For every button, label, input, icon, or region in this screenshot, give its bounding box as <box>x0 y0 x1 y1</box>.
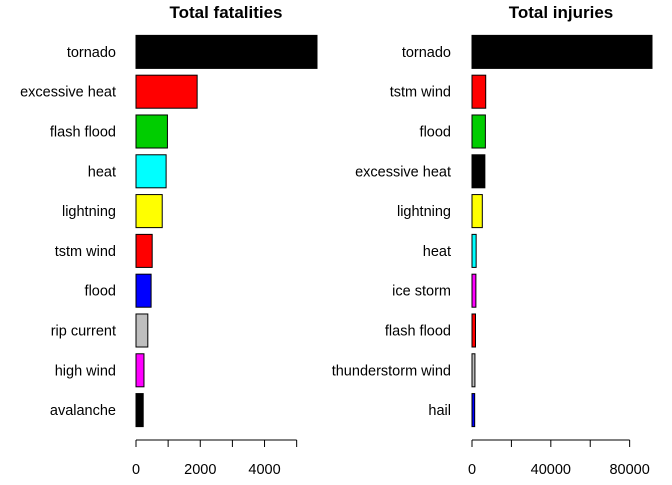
injuries-category-label: thunderstorm wind <box>332 363 451 379</box>
injuries-x-tick-label: 80000 <box>609 462 649 478</box>
injuries-chart-title: Total injuries <box>509 3 614 22</box>
fatalities-bar-flash-flood <box>135 114 168 149</box>
injuries-bar-excessive-heat <box>471 154 486 189</box>
injuries-category-label: flood <box>420 125 451 141</box>
injuries-category-label: tstm wind <box>390 85 451 101</box>
injuries-bar-flood <box>471 114 486 149</box>
injuries-x-tick-label: 0 <box>468 462 476 478</box>
injuries-category-label: excessive heat <box>355 164 451 180</box>
fatalities-bar-tstm-wind <box>135 233 153 268</box>
fatalities-panel: Total fatalities tornado excessive heat fl… <box>20 3 318 478</box>
fatalities-x-tick-label: 4000 <box>248 462 280 478</box>
fatalities-bar-avalanche <box>135 393 144 428</box>
injuries-bar-ice-storm <box>471 273 477 308</box>
fatalities-bar-rip-current <box>135 313 149 348</box>
fatalities-category-label: rip current <box>51 324 116 340</box>
injuries-bar-heat <box>471 233 477 268</box>
fatalities-category-label: flash flood <box>50 125 116 141</box>
injuries-category-label: heat <box>423 244 451 260</box>
fatalities-category-label: excessive heat <box>20 85 116 101</box>
fatalities-bar-flood <box>135 273 152 308</box>
fatalities-category-label: avalanche <box>50 403 116 419</box>
injuries-x-tick-label: 40000 <box>531 462 571 478</box>
injuries-category-label: hail <box>428 403 451 419</box>
injuries-bar-tornado <box>471 34 653 69</box>
fatalities-x-tick-label: 2000 <box>184 462 216 478</box>
fatalities-category-label: tornado <box>67 45 116 61</box>
fatalities-category-label: heat <box>88 164 116 180</box>
injuries-category-label: ice storm <box>392 284 451 300</box>
injuries-bar-lightning <box>471 194 483 229</box>
fatalities-category-label: lightning <box>62 204 116 220</box>
fatalities-category-label: tstm wind <box>55 244 116 260</box>
fatalities-chart-title: Total fatalities <box>169 3 282 22</box>
injuries-bar-flash-flood <box>471 313 476 348</box>
injuries-category-label: lightning <box>397 204 451 220</box>
fatalities-bar-high-wind <box>135 353 145 388</box>
fatalities-bar-tornado <box>135 34 318 69</box>
fatalities-bar-lightning <box>135 194 163 229</box>
injuries-bar-thunderstorm-wind <box>471 353 476 388</box>
injuries-panel: Total injuries tornado tstm wind flood exce… <box>332 3 653 478</box>
fatalities-x-tick-label: 0 <box>132 462 140 478</box>
fatalities-bar-excessive-heat <box>135 74 198 109</box>
injuries-bar-tstm-wind <box>471 74 487 109</box>
injuries-bar-hail <box>471 393 476 428</box>
injuries-category-label: flash flood <box>385 324 451 340</box>
injuries-category-label: tornado <box>402 45 451 61</box>
fatalities-category-label: flood <box>85 284 116 300</box>
fatalities-category-label: high wind <box>55 363 116 379</box>
fatalities-bar-heat <box>135 154 167 189</box>
